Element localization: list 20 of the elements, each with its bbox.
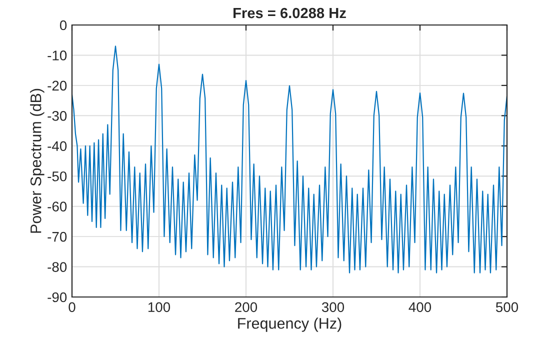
y-tick-label: -50 bbox=[48, 171, 67, 182]
y-tick-label: -10 bbox=[48, 50, 67, 60]
y-tick-label: -80 bbox=[48, 262, 67, 272]
x-tick-label: 400 bbox=[408, 302, 432, 312]
y-tick-label: -70 bbox=[48, 232, 67, 242]
line-series bbox=[72, 46, 507, 274]
y-tick-label: -60 bbox=[48, 202, 67, 212]
x-tick-label: 100 bbox=[148, 302, 170, 312]
x-tick-label: 300 bbox=[322, 302, 344, 312]
y-tick-label: -40 bbox=[48, 141, 67, 152]
x-tick-label: 200 bbox=[235, 302, 258, 312]
y-tick-label: -90 bbox=[48, 292, 67, 302]
y-tick-label: -30 bbox=[48, 111, 67, 121]
y-axis-title: Power Spectrum (dB) bbox=[30, 88, 44, 233]
x-tick-label: 0 bbox=[68, 302, 76, 312]
x-axis-title: Frequency (Hz) bbox=[238, 318, 342, 332]
chart-title: Fres = 6.0288 Hz bbox=[234, 8, 346, 18]
y-tick-label: 0 bbox=[60, 20, 67, 30]
y-tick-label: -20 bbox=[48, 80, 67, 91]
x-tick-label: 500 bbox=[496, 302, 518, 312]
